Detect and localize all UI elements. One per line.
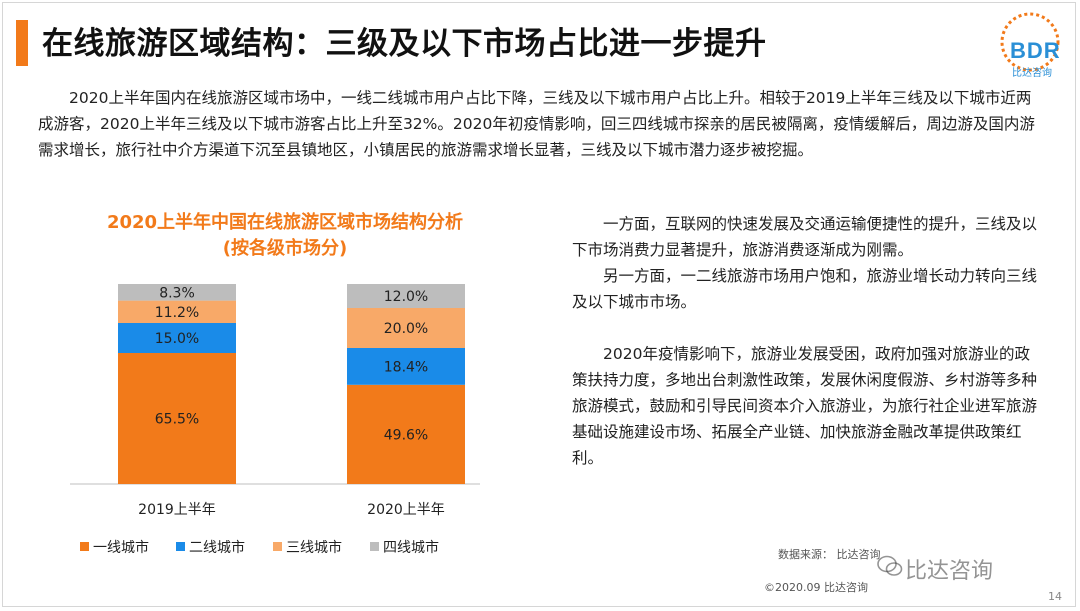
bar-segment	[347, 348, 465, 385]
data-source: 数据来源： 比达咨询	[778, 548, 881, 561]
legend-label: 四线城市	[383, 539, 439, 556]
bar-data-label: 20.0%	[384, 321, 428, 337]
x-tick-label: 2020上半年	[367, 502, 445, 518]
commentary-paragraph-2: 另一方面，一二线旅游市场用户饱和，旅游业增长动力转向三线及以下城市市场。	[572, 267, 1038, 311]
x-tick-label: 2019上半年	[138, 502, 216, 518]
bar-segment	[118, 300, 236, 323]
bar-data-label: 8.3%	[159, 285, 195, 301]
bar-segment	[347, 384, 465, 484]
copyright: ©2020.09 比达咨询	[764, 581, 868, 594]
bar-segment	[118, 323, 236, 353]
bar-segment	[347, 308, 465, 348]
bar-segment	[118, 353, 236, 484]
chart-subtitle: (按各级市场分)	[222, 238, 348, 259]
title-accent-bar	[16, 20, 28, 66]
legend-label: 二线城市	[189, 539, 245, 556]
chart-title-block: 2020上半年中国在线旅游区域市场结构分析 (按各级市场分)	[60, 210, 510, 262]
commentary-paragraph-3: 2020年疫情影响下，旅游业发展受困，政府加强对旅游业的政策扶持力度，多地出台刺…	[572, 345, 1038, 467]
logo-subtitle: 比达咨询	[1012, 68, 1052, 79]
watermark: 比达咨询	[905, 559, 994, 584]
bdr-logo-icon	[1000, 12, 1060, 72]
page-number: 14	[1048, 590, 1062, 603]
legend-label: 三线城市	[286, 539, 342, 556]
bar-data-label: 18.4%	[384, 359, 428, 375]
legend-label: 一线城市	[93, 539, 149, 556]
stacked-bar-chart: 65.5% 15.0% 11.2% 8.3% 2019上半年 49.6% 18.4% 20.0…	[70, 284, 480, 556]
bar-data-label: 11.2%	[155, 305, 199, 321]
bar-data-label: 49.6%	[384, 427, 428, 443]
bar-segment	[118, 284, 236, 301]
commentary-paragraph-1: 一方面，互联网的快速发展及交通运输便捷性的提升，三线及以下市场消费力显著提升，旅…	[572, 215, 1038, 259]
bar-data-label: 65.5%	[155, 412, 199, 428]
right-commentary: 一方面，互联网的快速发展及交通运输便捷性的提升，三线及以下市场消费力显著提升，旅…	[572, 211, 1042, 471]
legend-swatch	[176, 542, 185, 551]
intro-paragraph: 2020上半年国内在线旅游区域市场中，一线二线城市用户占比下降，三线及以下城市用…	[38, 89, 1035, 159]
page-title: 在线旅游区域结构：三级及以下市场占比进一步提升	[42, 26, 767, 62]
chart-title: 2020上半年中国在线旅游区域市场结构分析	[106, 212, 464, 233]
wechat-icon	[877, 555, 903, 576]
bar-data-label: 12.0%	[384, 289, 428, 305]
bar-segment	[347, 284, 465, 308]
logo-text: BDR	[1010, 38, 1061, 63]
bar-data-label: 15.0%	[155, 331, 199, 347]
legend-swatch	[273, 542, 282, 551]
legend-swatch	[80, 542, 89, 551]
legend-swatch	[370, 542, 379, 551]
